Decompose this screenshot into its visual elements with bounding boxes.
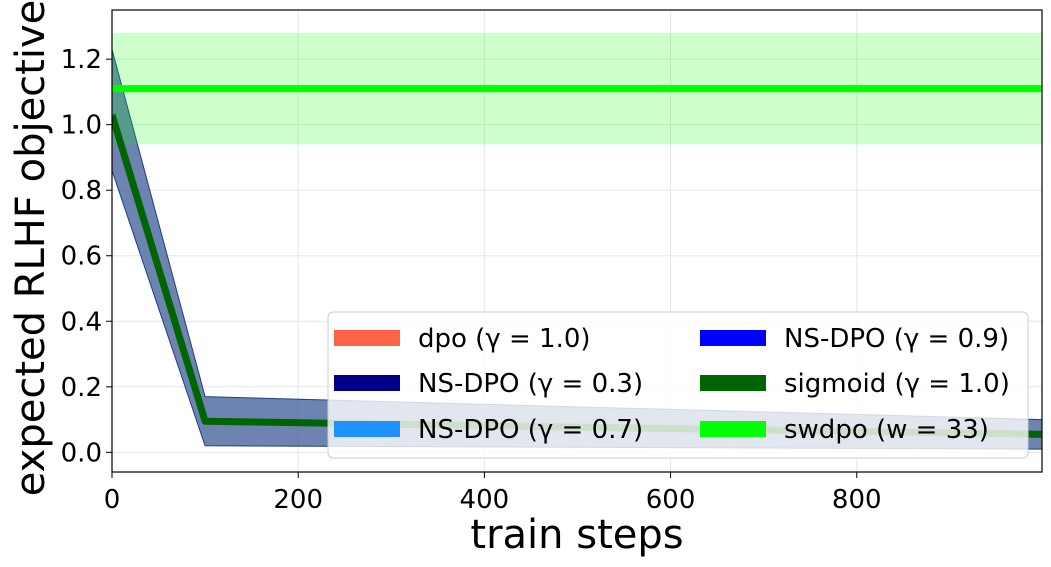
y-tick-label: 0.0 [61, 438, 102, 468]
y-tick-label: 0.4 [61, 307, 102, 337]
y-axis-title: expected RLHF objective [8, 0, 54, 496]
legend-swatch-5 [700, 421, 766, 437]
legend-label-1: NS-DPO (γ = 0.3) [418, 369, 643, 399]
y-tick-label: 1.0 [61, 111, 102, 141]
legend-swatch-3 [700, 330, 766, 346]
x-tick-label: 800 [832, 485, 882, 515]
x-tick-label: 600 [646, 485, 696, 515]
x-tick-label: 400 [460, 485, 510, 515]
legend-swatch-0 [334, 330, 400, 346]
y-tick-label: 0.8 [61, 176, 102, 206]
y-tick-label: 0.6 [61, 242, 102, 272]
legend-label-0: dpo (γ = 1.0) [418, 324, 591, 354]
legend-swatch-4 [700, 375, 766, 391]
y-tick-label: 0.2 [61, 373, 102, 403]
legend-box [327, 311, 1029, 459]
legend-swatch-1 [334, 375, 400, 391]
legend-label-5: swdpo (w = 33) [784, 415, 989, 445]
x-axis-title: train steps [470, 512, 683, 558]
legend: dpo (γ = 1.0) NS-DPO (γ = 0.3) NS-DPO (γ =… [327, 311, 1029, 459]
legend-label-3: NS-DPO (γ = 0.9) [784, 324, 1009, 354]
y-tick-label: 1.2 [61, 45, 102, 75]
legend-swatch-2 [334, 421, 400, 437]
legend-label-4: sigmoid (γ = 1.0) [784, 369, 1010, 399]
plot-frame [111, 9, 1043, 473]
x-tick-label: 0 [104, 485, 121, 515]
x-tick-label: 200 [273, 485, 323, 515]
axis-ticks: 0 200 400 600 800 0.0 0.2 0.4 0.6 0.8 1.0 1.2 [61, 45, 882, 515]
legend-label-2: NS-DPO (γ = 0.7) [418, 415, 643, 445]
